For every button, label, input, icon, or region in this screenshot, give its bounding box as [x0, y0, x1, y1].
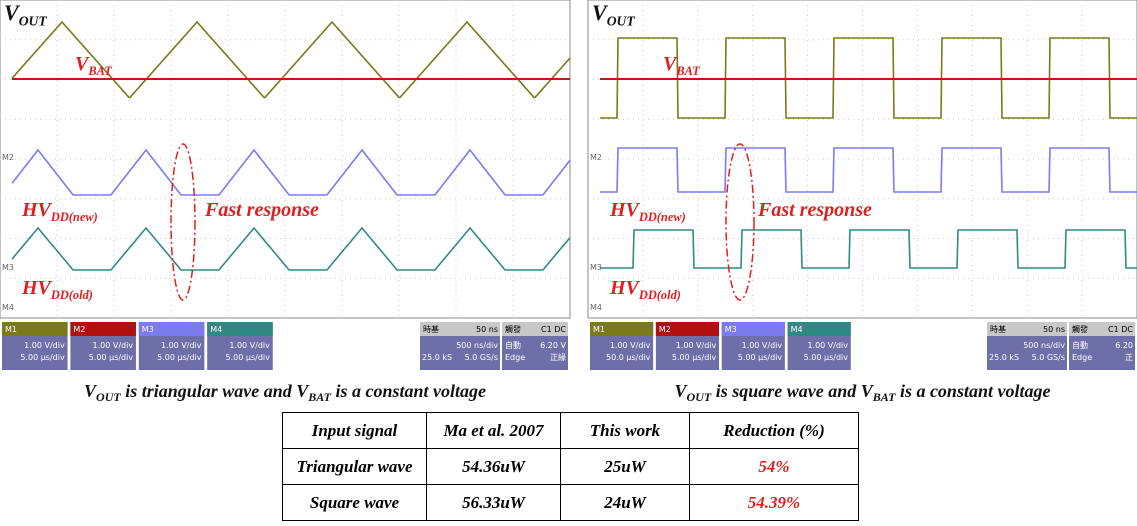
timebase-rate: 500 ns/div [456, 341, 498, 350]
trigger-icon: C1 DC [1108, 325, 1133, 334]
caption-part: is triangular wave and [121, 381, 297, 401]
trigger-slope: 正緣 [550, 352, 566, 362]
channel-scale: 1.00 V/div [807, 341, 848, 350]
trigger-mode: 自動 [505, 340, 521, 350]
caption-part: OUT [96, 390, 121, 404]
timebase-samples: 25.0 kS [989, 353, 1019, 362]
caption-part: BAT [872, 390, 896, 404]
trigger-label: 觸發 [1072, 324, 1088, 334]
caption-part: is square wave and [711, 381, 861, 401]
label-main: HV [609, 199, 641, 221]
timebase-samples: 25.0 kS [422, 353, 452, 362]
channel-scale: 1.00 V/div [24, 341, 65, 350]
channel-scale: 1.00 V/div [610, 341, 651, 350]
timebase-gs: 5.0 GS/s [465, 353, 498, 362]
timebase-rate: 500 ns/div [1023, 341, 1065, 350]
label-main: HV [609, 277, 641, 299]
label-sub: BAT [675, 64, 700, 78]
marker-label: M4 [590, 303, 602, 312]
trigger-label: 觸發 [505, 324, 521, 334]
table-cell: 54.36uW [427, 449, 561, 485]
label-sub: DD(new) [50, 210, 98, 224]
channel-name: M4 [210, 325, 222, 334]
channel-name: M2 [73, 325, 85, 334]
header-cell: Ma et al. 2007 [427, 413, 561, 449]
table-cell: Square wave [283, 485, 427, 521]
channel-scale: 1.00 V/div [93, 341, 134, 350]
channel-time: 5.00 µs/div [157, 353, 202, 362]
trigger-edge: Edge [1072, 353, 1092, 362]
channel-time: 5.00 µs/div [89, 353, 134, 362]
table-cell: 56.33uW [427, 485, 561, 521]
caption: VOUT is triangular wave and VBAT is a co… [84, 381, 486, 404]
trigger-icon: C1 DC [541, 325, 566, 334]
channel-time: 5.00 µs/div [804, 353, 849, 362]
label-main: HV [21, 199, 53, 221]
label-sub: DD(old) [50, 288, 93, 302]
timebase-value: 50 ns [476, 325, 498, 334]
timebase-gs: 5.0 GS/s [1032, 353, 1065, 362]
channel-time: 50.0 µs/div [606, 353, 651, 362]
label-sub: OUT [19, 14, 48, 29]
label-sub: OUT [607, 14, 636, 29]
table-cell: 25uW [561, 449, 690, 485]
label-main: HV [21, 277, 53, 299]
channel-name: M4 [791, 325, 803, 334]
marker-label: M2 [2, 153, 14, 162]
timebase-label: 時基 [423, 324, 439, 334]
trigger-level: 6.20 [1115, 341, 1133, 350]
page: VOUTVBATHVDD(new)Fast responseHVDD(old)M… [0, 0, 1137, 526]
table-cell: 54.39% [690, 485, 859, 521]
channel-scale: 1.00 V/div [161, 341, 202, 350]
scope-panel: VOUTVBATHVDD(new)Fast responseHVDD(old)M… [588, 0, 1137, 404]
header-cell: This work [561, 413, 690, 449]
header-cell: Input signal [283, 413, 427, 449]
caption: VOUT is square wave and VBAT is a consta… [675, 381, 1051, 404]
caption-part: is a constant voltage [895, 381, 1050, 401]
channel-scale: 1.00 V/div [676, 341, 717, 350]
caption-part: is a constant voltage [331, 381, 486, 401]
comparison-table: Input signalMa et al. 2007This workReduc… [282, 412, 859, 521]
annotation: Fast response [757, 199, 872, 221]
timebase-label: 時基 [990, 324, 1006, 334]
channel-time: 5.00 µs/div [672, 353, 717, 362]
label-sub: DD(old) [638, 288, 681, 302]
label-sub: DD(new) [638, 210, 686, 224]
trigger-edge: Edge [505, 353, 525, 362]
channel-time: 5.00 µs/div [20, 353, 65, 362]
channel-name: M3 [142, 325, 154, 334]
table-cell: 24uW [561, 485, 690, 521]
caption-part: BAT [307, 390, 331, 404]
marker-label: M3 [590, 263, 602, 272]
table-cell: 54% [690, 449, 859, 485]
annotation: Fast response [204, 199, 319, 221]
trigger-level: 6.20 V [540, 341, 566, 350]
table-row: Triangular wave54.36uW25uW54% [283, 449, 859, 485]
marker-label: M4 [2, 303, 14, 312]
channel-scale: 1.00 V/div [742, 341, 783, 350]
channel-time: 5.00 µs/div [738, 353, 783, 362]
trigger-slope: 正 [1125, 353, 1133, 362]
timebase-value: 50 ns [1043, 325, 1065, 334]
marker-label: M2 [590, 153, 602, 162]
channel-name: M1 [5, 325, 17, 334]
channel-name: M3 [725, 325, 737, 334]
label-sub: BAT [87, 64, 112, 78]
channel-name: M2 [659, 325, 671, 334]
table-cell: Triangular wave [283, 449, 427, 485]
trigger-mode: 自動 [1072, 340, 1088, 350]
table-header-row: Input signalMa et al. 2007This workReduc… [283, 413, 859, 449]
channel-time: 5.00 µs/div [226, 353, 271, 362]
marker-label: M3 [2, 263, 14, 272]
header-cell: Reduction (%) [690, 413, 859, 449]
channel-scale: 1.00 V/div [229, 341, 270, 350]
caption-part: OUT [687, 390, 712, 404]
channel-name: M1 [593, 325, 605, 334]
